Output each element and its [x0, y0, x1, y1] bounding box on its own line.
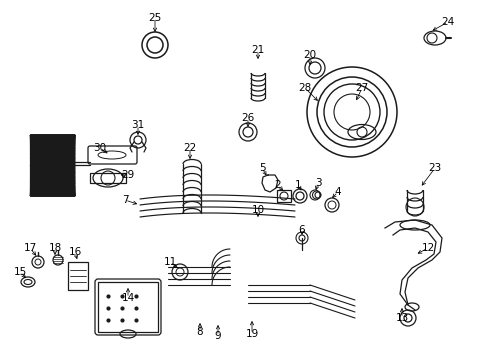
- Text: 19: 19: [245, 329, 258, 339]
- Text: 10: 10: [251, 205, 264, 215]
- Bar: [276, 190, 290, 202]
- Bar: [90, 173, 126, 183]
- Text: 18: 18: [48, 243, 61, 253]
- Text: 6: 6: [298, 225, 305, 235]
- Text: 11: 11: [163, 257, 176, 267]
- Text: 30: 30: [93, 143, 106, 153]
- Text: 5: 5: [258, 163, 265, 173]
- Bar: [98, 282, 158, 332]
- Text: 21: 21: [251, 45, 264, 55]
- Text: 25: 25: [148, 13, 162, 23]
- Text: 27: 27: [355, 83, 368, 93]
- Text: 7: 7: [122, 195, 128, 205]
- Text: 14: 14: [121, 293, 134, 303]
- Text: 2: 2: [274, 180, 281, 190]
- Text: 4: 4: [334, 187, 341, 197]
- Text: 13: 13: [395, 313, 408, 323]
- Text: 23: 23: [427, 163, 441, 173]
- Text: 22: 22: [183, 143, 196, 153]
- Text: 24: 24: [441, 17, 454, 27]
- Text: 12: 12: [421, 243, 434, 253]
- Text: 9: 9: [214, 331, 221, 341]
- Text: 28: 28: [298, 83, 311, 93]
- Text: 3: 3: [314, 178, 321, 188]
- Text: 31: 31: [131, 120, 144, 130]
- Text: 29: 29: [121, 170, 134, 180]
- Text: 8: 8: [196, 327, 203, 337]
- Text: 15: 15: [13, 267, 26, 277]
- Bar: [68, 262, 88, 290]
- Text: 26: 26: [241, 113, 254, 123]
- Text: 20: 20: [303, 50, 316, 60]
- Text: 16: 16: [68, 247, 81, 257]
- Text: 17: 17: [23, 243, 37, 253]
- Text: 1: 1: [294, 180, 301, 190]
